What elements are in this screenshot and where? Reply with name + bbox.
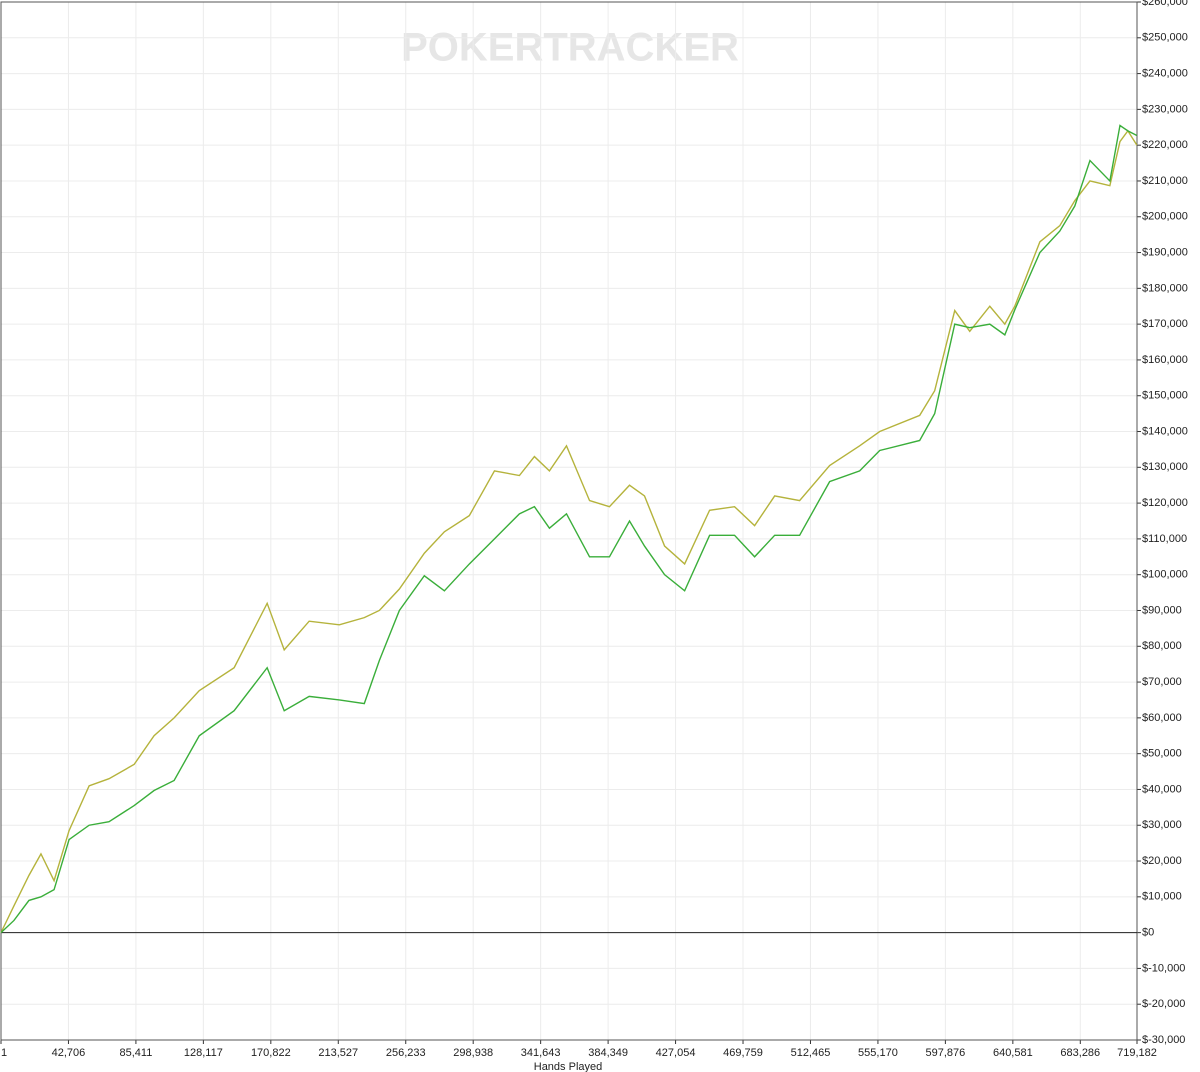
x-tick-label: 640,581 xyxy=(993,1047,1033,1059)
y-tick-label: $130,000 xyxy=(1142,461,1188,473)
y-tick-label: $50,000 xyxy=(1142,748,1182,760)
y-tick-label: $120,000 xyxy=(1142,497,1188,509)
x-tick-label: 719,182 xyxy=(1117,1047,1157,1059)
x-tick-label: 597,876 xyxy=(926,1047,966,1059)
x-tick-label: 683,286 xyxy=(1060,1047,1100,1059)
plot-frame xyxy=(0,1,1138,1041)
y-tick-label: $210,000 xyxy=(1142,175,1188,187)
y-tick-label: $100,000 xyxy=(1142,569,1188,581)
y-tick-label: $30,000 xyxy=(1142,819,1182,831)
y-tick-label: $20,000 xyxy=(1142,855,1182,867)
y-tick-label: $140,000 xyxy=(1142,425,1188,437)
series-line xyxy=(0,124,1138,934)
x-tick-label: 256,233 xyxy=(386,1047,426,1059)
y-tick-label: $200,000 xyxy=(1142,211,1188,223)
y-tick-label: $-20,000 xyxy=(1142,998,1185,1010)
y-tick-label: $90,000 xyxy=(1142,604,1182,616)
y-tick-label: $60,000 xyxy=(1142,712,1182,724)
x-tick-label: 1 xyxy=(1,1047,7,1059)
y-tick-label: $70,000 xyxy=(1142,676,1182,688)
watermark: POKERTRACKER xyxy=(401,26,739,70)
y-tick-label: $40,000 xyxy=(1142,783,1182,795)
y-tick-label: $170,000 xyxy=(1142,318,1188,330)
x-tick-label: 384,349 xyxy=(588,1047,628,1059)
y-tick-label: $260,000 xyxy=(1142,0,1188,8)
y-tick-label: $180,000 xyxy=(1142,282,1188,294)
x-tick-label: 298,938 xyxy=(453,1047,493,1059)
y-tick-label: $0 xyxy=(1142,927,1154,939)
x-tick-label: 427,054 xyxy=(656,1047,696,1059)
x-tick-label: 213,527 xyxy=(318,1047,358,1059)
y-tick-label: $190,000 xyxy=(1142,246,1188,258)
y-tick-label: $160,000 xyxy=(1142,354,1188,366)
y-tick-label: $110,000 xyxy=(1142,533,1187,545)
x-tick-label: 170,822 xyxy=(251,1047,291,1059)
x-tick-label: 512,465 xyxy=(791,1047,831,1059)
x-tick-label: 128,117 xyxy=(184,1047,223,1059)
y-tick-label: $240,000 xyxy=(1142,67,1188,79)
x-tick-label: 42,706 xyxy=(52,1047,86,1059)
y-tick-label: $-10,000 xyxy=(1142,962,1185,974)
x-tick-label: 85,411 xyxy=(119,1047,152,1059)
y-tick-label: $-30,000 xyxy=(1142,1034,1185,1046)
x-tick-label: 341,643 xyxy=(521,1047,561,1059)
series-line xyxy=(0,129,1138,933)
x-tick-label: 555,170 xyxy=(858,1047,898,1059)
y-tick-label: $220,000 xyxy=(1142,139,1188,151)
y-tick-label: $10,000 xyxy=(1142,891,1182,903)
y-tick-label: $150,000 xyxy=(1142,390,1188,402)
y-tick-label: $250,000 xyxy=(1142,32,1188,44)
x-tick-label: 469,759 xyxy=(723,1047,763,1059)
y-tick-label: $80,000 xyxy=(1142,640,1182,652)
x-axis-label: Hands Played xyxy=(534,1061,603,1072)
y-tick-label: $230,000 xyxy=(1142,103,1188,115)
